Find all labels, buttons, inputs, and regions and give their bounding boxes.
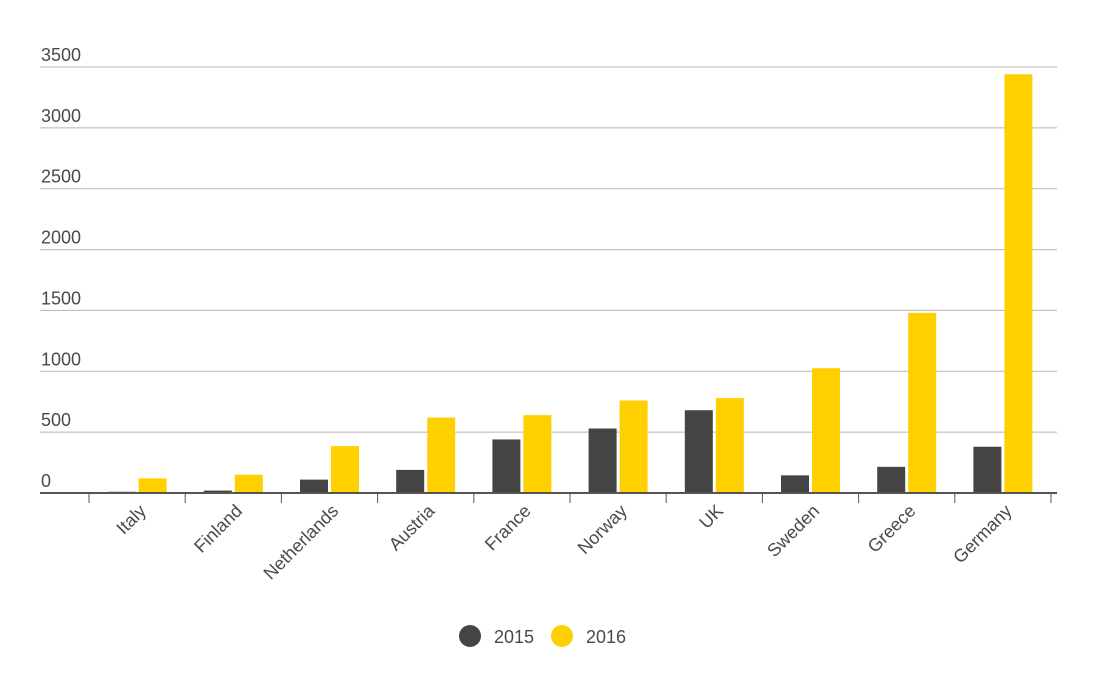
- x-axis-labels: Italy Finland Netherlands Austria France Norw…: [112, 500, 1015, 583]
- x-tick-label: France: [481, 501, 535, 555]
- x-tick-label: Austria: [385, 500, 439, 554]
- bar-2016-uk: [715, 398, 744, 493]
- legend: 2015 2016: [459, 625, 626, 647]
- y-tick-label: 1500: [41, 288, 81, 308]
- y-tick-label: 0: [41, 471, 51, 491]
- y-tick-label: 500: [41, 410, 71, 430]
- bar-2015-germany: [973, 446, 1002, 493]
- x-tick-label: Norway: [574, 501, 631, 558]
- x-tick-label: Germany: [949, 501, 1015, 567]
- bar-2015-norway: [588, 428, 617, 493]
- x-tick-label: Italy: [112, 501, 149, 538]
- bar-2016-austria: [427, 417, 456, 493]
- x-tick-label: Greece: [864, 501, 920, 557]
- y-tick-label: 3000: [41, 106, 81, 126]
- y-tick-label: 1000: [41, 349, 81, 369]
- bars: [107, 74, 1033, 493]
- legend-label-2016: 2016: [586, 627, 626, 647]
- bar-2015-austria: [396, 469, 425, 493]
- x-tick-label: UK: [695, 501, 727, 533]
- legend-swatch-2016: [551, 625, 573, 647]
- bar-2016-sweden: [812, 368, 840, 493]
- bar-2016-italy: [138, 478, 167, 493]
- bar-2016-greece: [908, 312, 937, 493]
- bar-2015-sweden: [781, 475, 809, 493]
- y-tick-label: 2000: [41, 228, 81, 248]
- bar-2016-germany: [1004, 74, 1033, 493]
- bar-2016-finland: [234, 474, 263, 493]
- bar-2015-uk: [684, 410, 713, 493]
- bar-2015-finland: [203, 490, 232, 493]
- bar-2016-netherlands: [331, 446, 359, 493]
- gridlines: [40, 66, 1057, 433]
- y-tick-label: 3500: [41, 45, 81, 65]
- bar-2015-greece: [877, 466, 906, 493]
- x-tick-label: Netherlands: [260, 501, 343, 584]
- x-tick-label: Sweden: [763, 501, 823, 561]
- bar-2015-netherlands: [300, 479, 328, 493]
- y-axis-ticks: 0 500 1000 1500 2000 2500 3000 3500: [41, 45, 81, 491]
- legend-label-2015: 2015: [494, 627, 534, 647]
- y-tick-label: 2500: [41, 167, 81, 187]
- x-tick-label: Finland: [190, 501, 246, 557]
- legend-swatch-2015: [459, 625, 481, 647]
- x-axis: [40, 492, 1057, 503]
- bar-2016-france: [523, 415, 552, 493]
- bar-2016-norway: [619, 400, 648, 493]
- bar-2015-france: [492, 439, 521, 493]
